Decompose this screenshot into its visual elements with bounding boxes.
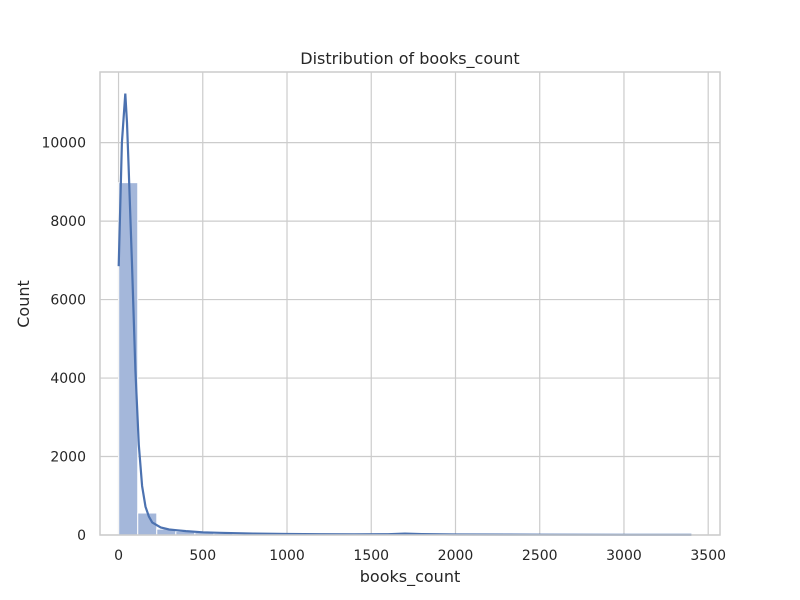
x-axis-label: books_count (360, 567, 460, 587)
y-axis-label: Count (14, 280, 33, 328)
histogram-bars (118, 182, 691, 536)
x-tick-label: 1000 (269, 548, 305, 564)
y-tick-label: 8000 (50, 214, 86, 230)
x-tick-label: 3500 (690, 548, 726, 564)
x-tick-label: 2000 (438, 548, 474, 564)
y-tick-label: 10000 (41, 136, 86, 152)
x-tick-label: 1500 (353, 548, 389, 564)
plot-frame (99, 71, 721, 536)
x-tick-label: 3000 (606, 548, 642, 564)
y-tick-label: 6000 (50, 293, 86, 309)
y-tick-labels: 0 2000 4000 6000 8000 10000 (41, 136, 86, 544)
x-tick-labels: 0 500 1000 1500 2000 2500 3000 3500 (114, 548, 726, 564)
kde-curve (117, 93, 692, 536)
y-tick-label: 4000 (50, 371, 86, 387)
y-tick-label: 2000 (50, 450, 86, 466)
chart-title: Distribution of books_count (300, 49, 519, 69)
y-tick-label: 0 (77, 528, 86, 544)
x-tick-label: 2500 (522, 548, 558, 564)
x-tick-label: 0 (114, 548, 123, 564)
y-grid-lines (100, 142, 720, 536)
x-grid-lines (117, 72, 709, 535)
x-tick-label: 500 (189, 548, 216, 564)
